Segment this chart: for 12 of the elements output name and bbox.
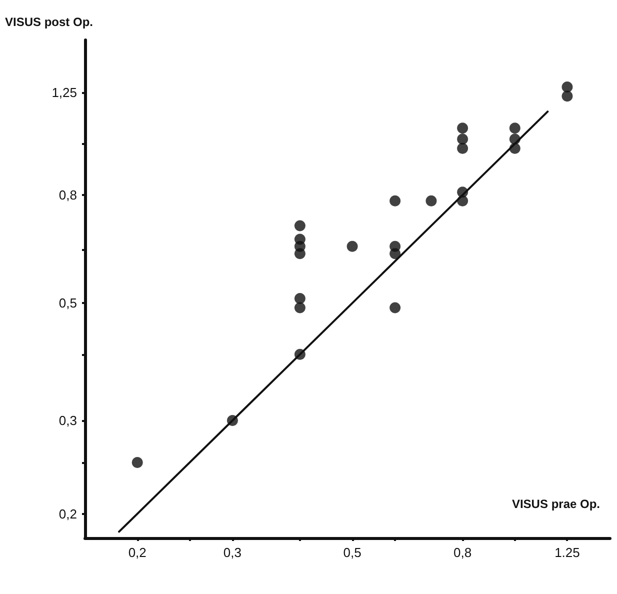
x-tick-label: 0,2 xyxy=(128,545,146,560)
x-tick-label: 0,8 xyxy=(454,545,472,560)
x-tick-label: 1.25 xyxy=(554,545,580,560)
y-axis-title: VISUS post Op. xyxy=(5,15,94,29)
y-tick-label: 1,25 xyxy=(52,84,77,100)
x-tick-label: 0,5 xyxy=(343,545,362,560)
y-tick-label: 0,3 xyxy=(58,413,77,428)
x-axis-title: VISUS prae Op. xyxy=(512,497,600,511)
y-tick-label: 0,8 xyxy=(58,188,77,203)
y-tick-label: 0,2 xyxy=(58,506,77,522)
y-tick-label: 0,5 xyxy=(58,296,77,311)
x-tick-label: 0,3 xyxy=(223,545,242,560)
